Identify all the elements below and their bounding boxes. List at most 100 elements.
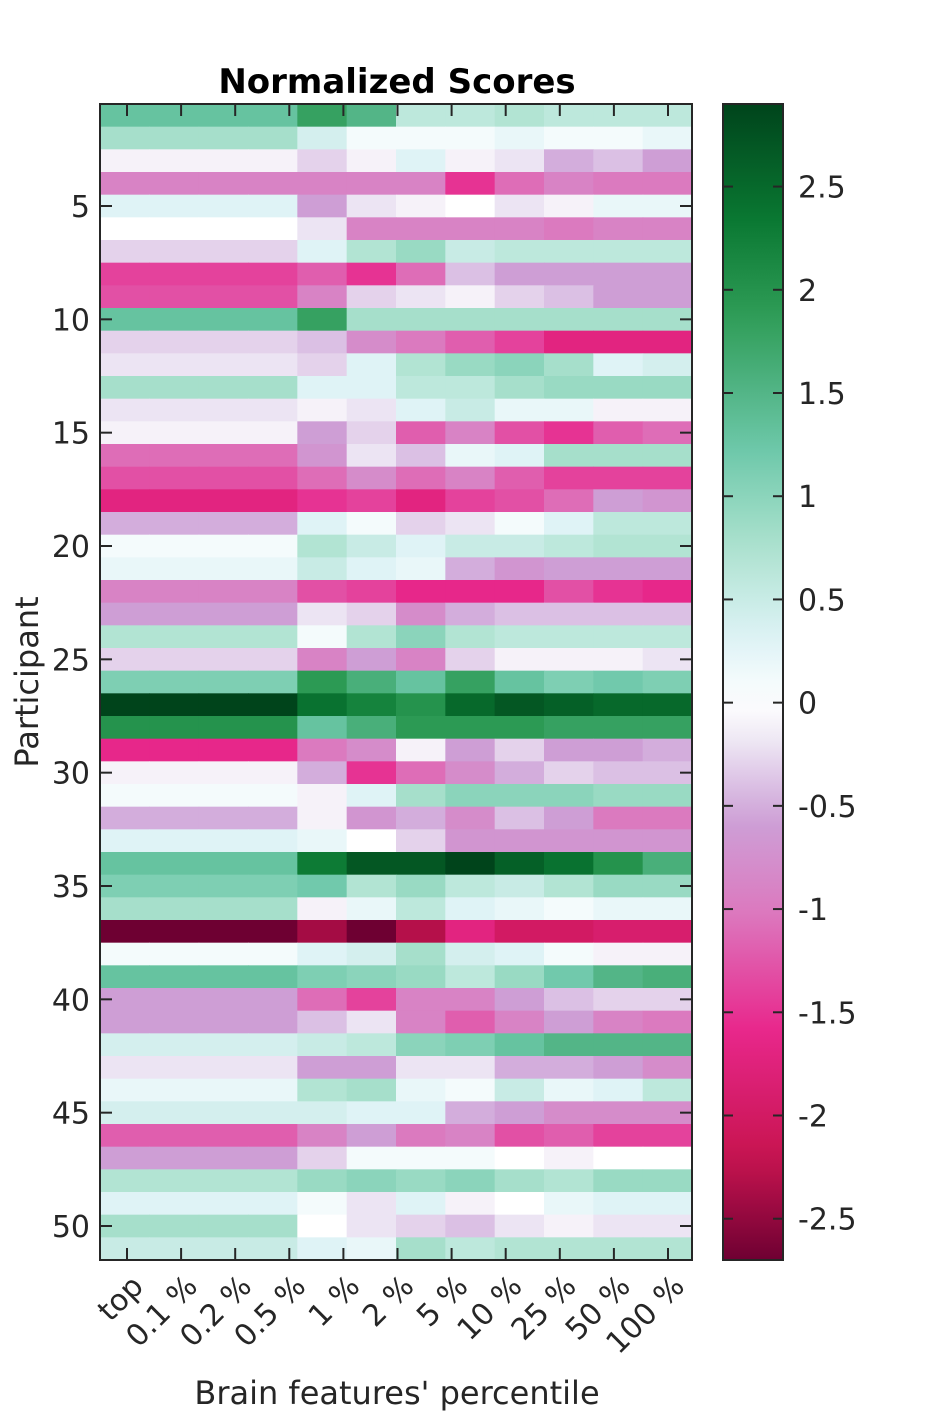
heatmap-cell [396,1237,446,1261]
heatmap-cell [544,1214,594,1238]
heatmap-cell [593,466,644,490]
heatmap-cell [396,965,446,989]
heatmap-cell [248,217,298,241]
heatmap-cell [346,1033,397,1057]
heatmap-cell [248,308,298,332]
heatmap-cell [494,466,545,490]
heatmap-cell [642,1033,693,1057]
heatmap-cell [100,693,150,717]
heatmap-cell [297,376,348,400]
heatmap-cell [346,761,397,785]
heatmap-cell [445,421,496,445]
heatmap-cell [149,1169,200,1193]
heatmap-cell [445,149,496,173]
heatmap-cell [494,444,545,468]
heatmap-cell [544,1010,594,1034]
heatmap-cell [297,897,348,921]
heatmap-cell [248,104,298,128]
heatmap-cell [149,1124,200,1148]
heatmap-cell [445,1010,496,1034]
heatmap-cell [445,308,496,332]
heatmap-cell [346,262,397,286]
heatmap-cell [445,625,496,649]
heatmap-cell [297,1124,348,1148]
heatmap-cell [445,1237,496,1261]
heatmap-cell [593,557,644,581]
heatmap-cell [248,670,298,694]
heatmap-cell [346,920,397,944]
heatmap-cell [593,602,644,626]
heatmap-cell [346,806,397,830]
x-axis-label: Brain features' percentile [194,1374,599,1412]
heatmap-cell [100,240,150,264]
heatmap-cell [297,806,348,830]
heatmap-cell [248,172,298,196]
heatmap-cell [198,580,249,604]
heatmap-cell [297,330,348,354]
heatmap-cell [445,126,496,150]
heatmap-cell [346,897,397,921]
heatmap-cell [396,1124,446,1148]
heatmap-cell [445,829,496,853]
heatmap-cell [297,829,348,853]
heatmap-cell [248,1214,298,1238]
heatmap-cell [100,1146,150,1170]
heatmap-cell [248,1033,298,1057]
heatmap-cell [396,1169,446,1193]
heatmap-cell [346,648,397,672]
heatmap-cell [100,489,150,513]
heatmap-cell [198,1214,249,1238]
heatmap-cell [396,353,446,377]
heatmap-cell [642,602,693,626]
heatmap-cell [198,829,249,853]
heatmap-cell [593,262,644,286]
heatmap-cell [593,1237,644,1261]
heatmap-cell [593,1124,644,1148]
heatmap-cell [593,1078,644,1102]
heatmap-cell [346,353,397,377]
colorbar-tick-label: 1 [798,480,817,515]
heatmap-cell [642,330,693,354]
heatmap-cell [346,829,397,853]
heatmap-cell [198,126,249,150]
heatmap-cell [396,1214,446,1238]
heatmap-cell [593,829,644,853]
heatmap-cell [396,693,446,717]
heatmap-cell [593,489,644,513]
colorbar-tick-label: 2 [798,274,817,309]
heatmap-cell [100,602,150,626]
heatmap-cell [346,1078,397,1102]
heatmap-cell [396,262,446,286]
heatmap-cell [198,104,249,128]
heatmap-cell [544,965,594,989]
heatmap-cell [593,716,644,740]
heatmap-cell [149,353,200,377]
heatmap-cell [248,920,298,944]
heatmap-cell [396,988,446,1012]
heatmap-cell [642,353,693,377]
heatmap-cell [544,920,594,944]
heatmap-cell [346,534,397,558]
heatmap-cell [494,942,545,966]
heatmap-cell [100,534,150,558]
heatmap-cell [100,852,150,876]
heatmap-cell [297,398,348,422]
heatmap-cell [198,693,249,717]
heatmap-cell [396,308,446,332]
heatmap-cell [248,489,298,513]
heatmap-cell [100,421,150,445]
heatmap-cell [593,172,644,196]
heatmap-cell [248,285,298,309]
heatmap-cell [494,1169,545,1193]
heatmap-cell [297,466,348,490]
heatmap-cell [642,444,693,468]
heatmap-cell [593,194,644,218]
heatmap-cell [642,308,693,332]
heatmap-cell [396,557,446,581]
heatmap-cell [642,376,693,400]
heatmap-cell [445,761,496,785]
heatmap-cell [149,376,200,400]
heatmap-cell [198,262,249,286]
heatmap-cell [396,1056,446,1080]
heatmap-cell [149,580,200,604]
